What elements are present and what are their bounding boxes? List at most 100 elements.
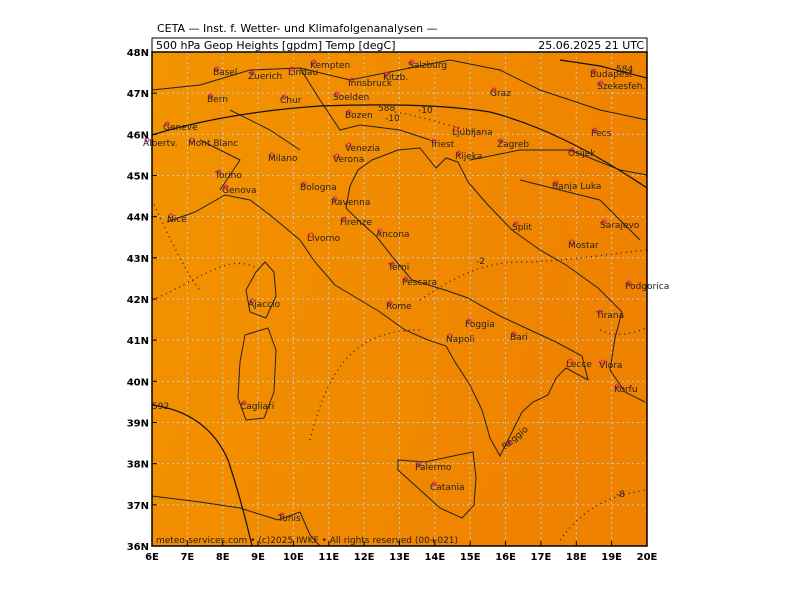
city-marker	[189, 137, 195, 143]
coast-mainland	[166, 147, 646, 458]
lon-tick-label: 14E	[424, 552, 445, 563]
city-label: Zagreb	[497, 140, 529, 150]
city-label: Osijek	[568, 149, 596, 159]
city-marker	[346, 109, 352, 115]
city-label: Ancona	[376, 230, 410, 240]
coast-corsica	[245, 261, 277, 319]
city-label: Triest	[429, 140, 455, 150]
city-marker	[334, 91, 340, 97]
city-label: Kitzb.	[383, 73, 408, 83]
city-marker	[214, 66, 220, 72]
header-valid: 25.06.2025 21 UTC	[538, 39, 644, 52]
lon-tick-label: 10E	[283, 552, 304, 563]
city-marker	[591, 68, 597, 74]
lat-tick-label: 48N	[127, 48, 149, 59]
city-marker	[447, 333, 453, 339]
city-label: Foggia	[465, 320, 495, 330]
city-label: Ljubljana	[452, 128, 493, 138]
city-marker	[567, 358, 573, 364]
city-marker	[456, 150, 462, 156]
city-marker	[311, 59, 317, 65]
isotherm-10	[394, 111, 481, 133]
header-field: 500 hPa Geop Heights [gpdm] Temp [degC]	[156, 39, 395, 52]
lon-tick-label: 9E	[251, 552, 265, 563]
lat-tick-label: 41N	[127, 336, 149, 347]
city-marker	[513, 221, 519, 227]
city-marker	[615, 383, 621, 389]
lat-tick-label: 40N	[127, 377, 149, 388]
isotherm	[151, 199, 648, 335]
city-label: Nice	[167, 215, 187, 225]
city-marker	[597, 309, 603, 315]
city-label: Budapest	[590, 70, 633, 80]
city-label: Sarajevo	[600, 221, 640, 231]
city-label: Kempten	[310, 61, 350, 71]
city-label: Pecs	[591, 129, 612, 139]
city-label: Rome	[386, 302, 412, 312]
lat-tick-label: 36N	[127, 542, 149, 553]
contour-label: 584	[616, 65, 633, 75]
lon-tick-label: 12E	[354, 552, 375, 563]
city-marker	[384, 71, 390, 77]
city-marker	[334, 153, 340, 159]
grid	[151, 51, 648, 547]
city-label: Livorno	[307, 234, 341, 244]
city-marker	[598, 80, 604, 86]
city-marker	[164, 121, 170, 127]
city-marker	[289, 66, 295, 72]
city-label: Chur	[280, 96, 302, 106]
contour-592	[151, 404, 253, 547]
city-label: Ajaccio	[248, 300, 281, 310]
contour-588	[151, 104, 648, 189]
city-marker	[308, 232, 314, 238]
lat-tick-label: 44N	[127, 213, 149, 224]
city-label: Basel	[213, 68, 237, 78]
city-marker	[601, 219, 607, 225]
contour-labels: 588 -10 -10 -2 592 584 -8	[152, 65, 633, 500]
city-label: Cagliari	[240, 402, 274, 412]
city-label: Verona	[333, 155, 364, 165]
lat-tick-label: 39N	[127, 419, 149, 430]
city-marker	[491, 87, 497, 93]
city-marker	[506, 441, 512, 447]
city-marker	[223, 184, 229, 190]
contours	[151, 59, 648, 547]
city-label: Banja Luka	[552, 182, 601, 192]
city-marker	[431, 481, 437, 487]
city-label: Vlora	[599, 361, 622, 371]
axes: 6E 7E 8E 9E 10E 11E 12E 13E 14E 15E 16E 17E 18E 19E 20…	[127, 48, 658, 563]
lat-tick-label: 38N	[127, 460, 149, 471]
coast-africa	[151, 495, 321, 547]
city-label: Soelden	[333, 93, 369, 103]
city-marker	[249, 70, 255, 76]
header-title: CETA — Inst. f. Wetter- und Klimafolgena…	[157, 22, 438, 35]
city-marker	[600, 359, 606, 365]
contour-label: 588	[378, 104, 395, 114]
city-label: Napoli	[446, 335, 474, 345]
city-marker	[569, 147, 575, 153]
city-marker	[332, 196, 338, 202]
city-label: Catania	[430, 483, 465, 493]
city-label: Mostar	[568, 241, 599, 251]
lon-tick-label: 17E	[531, 552, 552, 563]
lon-tick-label: 6E	[145, 552, 159, 563]
city-marker	[416, 461, 422, 467]
lon-tick-label: 18E	[566, 552, 587, 563]
city-label: Lindau	[288, 68, 318, 78]
coast-sardinia	[237, 327, 277, 421]
city-marker	[208, 93, 214, 99]
city-marker	[349, 77, 355, 83]
lat-tick-label: 37N	[127, 501, 149, 512]
city-marker	[301, 181, 307, 187]
lat-tick-label: 46N	[127, 130, 149, 141]
city-label: Split	[512, 223, 532, 233]
city-marker	[592, 127, 598, 133]
city-label: Tirana	[595, 311, 624, 321]
city-marker	[377, 228, 383, 234]
city-label: Genova	[222, 186, 257, 196]
city-marker	[403, 276, 409, 282]
lat-tick-label: 47N	[127, 89, 149, 100]
city-marker	[409, 59, 415, 65]
city-label: Graz	[490, 89, 511, 99]
